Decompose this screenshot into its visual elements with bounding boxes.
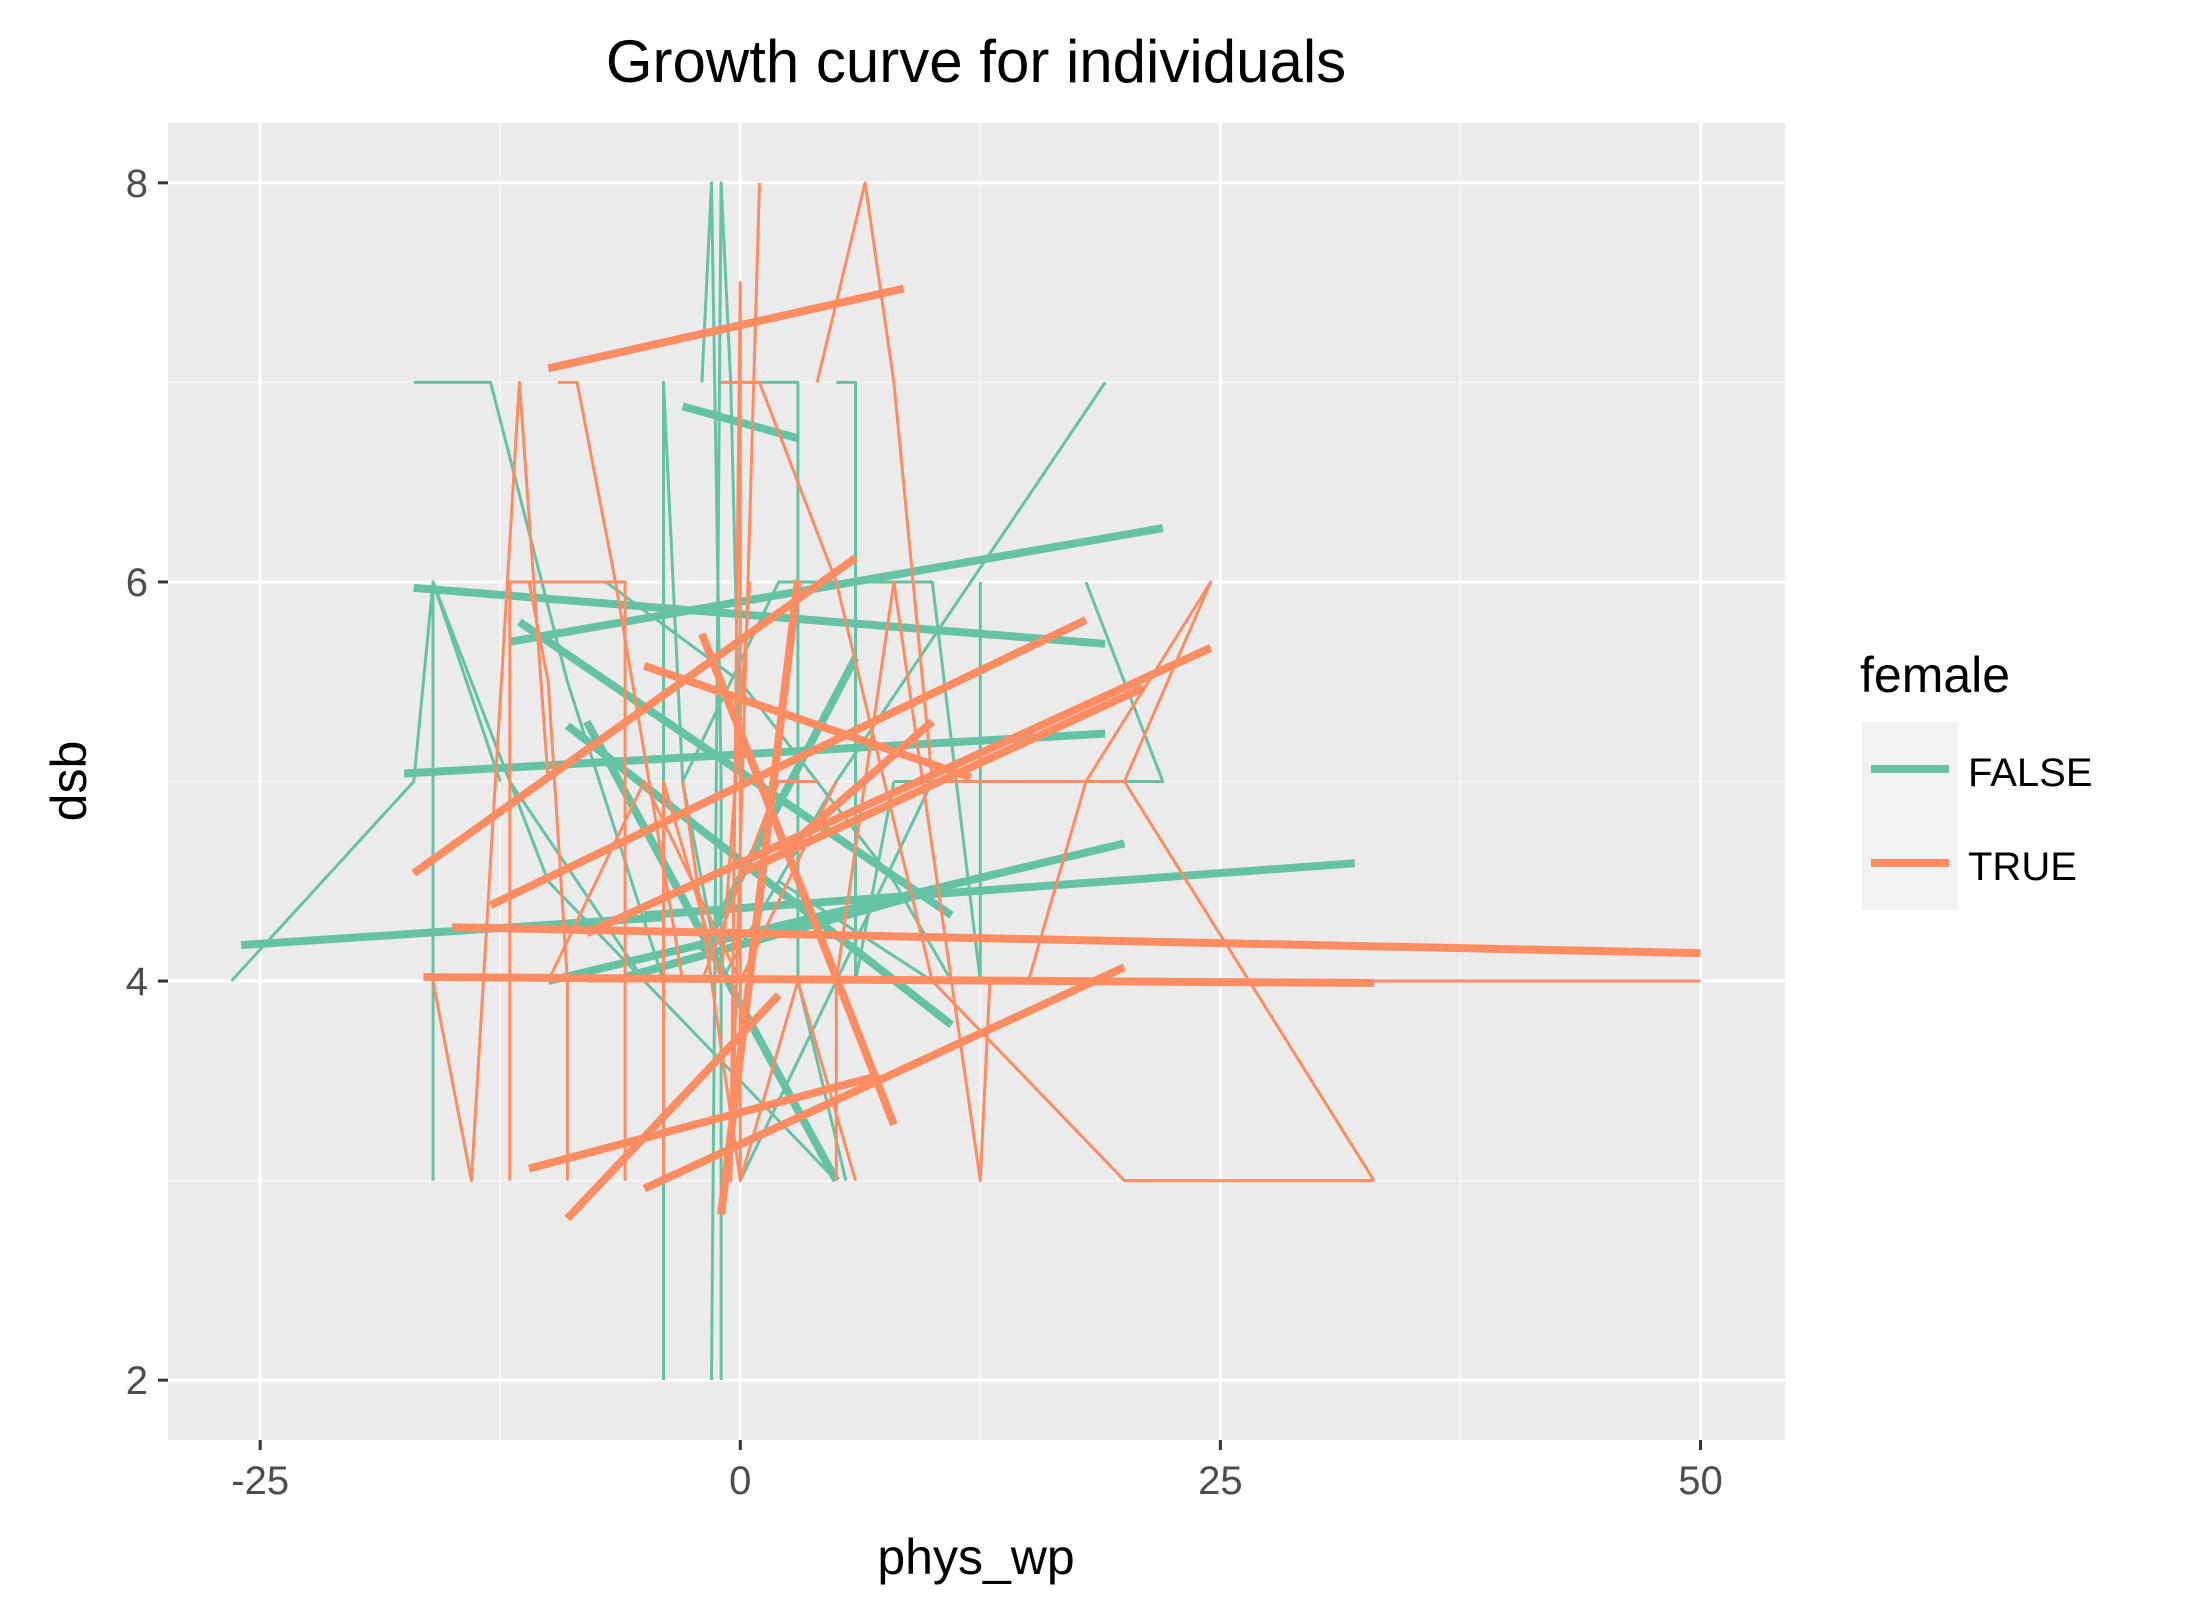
- legend-label-false: FALSE: [1968, 751, 2093, 795]
- observed-line-false: [700, 181, 723, 1381]
- observed-line-true: [721, 380, 1374, 1183]
- observed-line-false: [749, 380, 848, 1181]
- fitted-line-true: [643, 662, 972, 782]
- x-tick-label: -25: [231, 1459, 289, 1503]
- chart-title: Growth curve for individuals: [606, 28, 1346, 95]
- y-tick-label: 4: [126, 960, 148, 1004]
- y-tick-label: 8: [126, 162, 148, 206]
- legend: female FALSE TRUE: [1860, 647, 2093, 910]
- x-tick-label: 50: [1678, 1459, 1723, 1503]
- fitted-line-true: [642, 963, 1127, 1193]
- fitted-line-true: [452, 923, 1701, 958]
- y-axis-label: dsb: [41, 741, 97, 822]
- y-tick-label: 6: [126, 561, 148, 605]
- fitted-line-true: [527, 1072, 876, 1173]
- series-layer: [230, 181, 1701, 1381]
- observed-line-true: [557, 380, 685, 982]
- fitted-line-true: [698, 632, 898, 1127]
- observed-line-false: [710, 181, 742, 1381]
- legend-label-true: TRUE: [1968, 845, 2077, 889]
- observed-line-true: [1026, 580, 1376, 1182]
- fitted-line-true: [776, 718, 935, 859]
- y-axis-tick-labels: 2 4 6 8: [126, 162, 148, 1403]
- x-axis-ticks: [258, 1440, 1703, 1450]
- fitted-line-true: [547, 284, 905, 373]
- x-axis-label: phys_wp: [877, 1529, 1074, 1585]
- x-tick-label: 0: [729, 1459, 751, 1503]
- y-tick-label: 2: [126, 1359, 148, 1403]
- y-axis-ticks: [158, 181, 168, 1382]
- legend-item-true: TRUE: [1862, 816, 2077, 910]
- series-true: [411, 181, 1701, 1222]
- fitted-line-false: [644, 859, 1356, 920]
- fitted-line-false: [413, 583, 1106, 648]
- legend-title: female: [1860, 647, 2010, 703]
- legend-item-false: FALSE: [1862, 722, 2093, 816]
- observed-line-true: [508, 580, 627, 1181]
- fitted-line-true: [411, 554, 858, 877]
- observed-line-true: [527, 581, 569, 1181]
- x-axis-tick-labels: -25 0 25 50: [231, 1459, 1722, 1503]
- fitted-line-false: [547, 839, 1126, 985]
- fitted-line-true: [585, 644, 1213, 937]
- observed-line-true: [815, 181, 1125, 783]
- observed-line-false: [836, 380, 896, 983]
- observed-line-false: [230, 580, 502, 983]
- fitted-line-true: [488, 616, 1088, 909]
- fitted-line-true: [423, 973, 1375, 987]
- fitted-line-true: [738, 684, 1146, 877]
- fitted-line-false: [403, 729, 1106, 778]
- observed-line-true: [834, 580, 992, 1183]
- x-tick-label: 25: [1198, 1459, 1243, 1503]
- fitted-line-true: [717, 579, 802, 1215]
